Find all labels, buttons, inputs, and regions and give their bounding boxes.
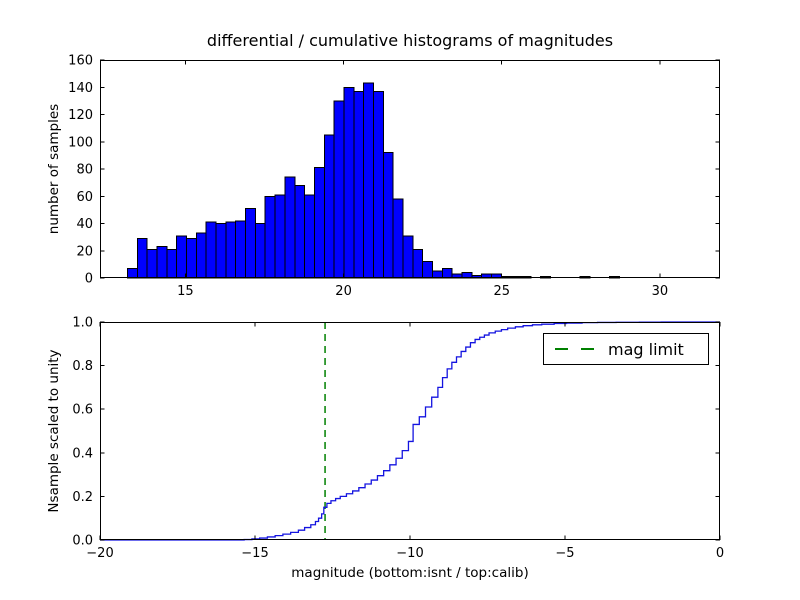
x-tick-label: 30	[652, 284, 669, 299]
histogram-bar	[284, 176, 296, 279]
x-tick-label: 25	[493, 284, 510, 299]
histogram-bar	[382, 152, 394, 279]
x-tick-label: −15	[241, 546, 268, 561]
x-tick-label: −10	[396, 546, 423, 561]
histogram-bar	[353, 90, 365, 279]
histogram-bar	[136, 237, 148, 279]
histogram-bar	[176, 235, 188, 279]
histogram-bar	[343, 86, 355, 279]
histogram-bar	[245, 208, 256, 279]
bottom-cumulative-plot: −20 −15 −10 −5 0 0.0 0.2 0.4 0.6 0.8 1.0	[72, 316, 724, 562]
histogram-bar	[235, 220, 247, 279]
y-tick-label: 140	[68, 81, 93, 96]
cumulative-step-curve	[100, 321, 720, 541]
y-tick-label: 80	[76, 163, 93, 178]
y-tick-label: 160	[68, 54, 93, 69]
histogram-bar	[225, 221, 237, 279]
histogram-bar	[304, 194, 315, 279]
legend-label: mag limit	[608, 339, 684, 359]
y-tick-label: 120	[68, 108, 93, 123]
y-tick-label: 60	[76, 190, 93, 205]
y-tick-label: 0.6	[72, 403, 93, 418]
y-tick-label: 0	[85, 272, 93, 287]
histogram-bar	[166, 248, 178, 279]
bottom-ylabel: Nsample scaled to unity	[46, 349, 62, 513]
y-tick-label: 0.8	[72, 359, 93, 374]
histogram-bar	[422, 261, 433, 279]
histogram-bar	[333, 100, 345, 279]
histogram-bar	[146, 248, 158, 279]
histogram-bar	[264, 195, 276, 279]
histogram-bar	[431, 270, 443, 279]
histogram-bar	[186, 237, 197, 279]
histogram-bar	[274, 194, 286, 279]
histogram-bar	[294, 184, 306, 279]
y-tick-label: 0.0	[72, 534, 93, 549]
histogram-bar	[363, 82, 374, 279]
legend-dashed-line-icon	[555, 348, 595, 350]
x-tick-label: 15	[177, 284, 194, 299]
x-tick-label: −5	[555, 546, 574, 561]
legend: mag limit	[543, 333, 709, 365]
histogram-bar	[127, 267, 138, 279]
x-tick-label: 20	[335, 284, 352, 299]
histogram-bar	[313, 167, 325, 279]
histogram-bar	[205, 221, 217, 279]
y-tick-label: 0.2	[72, 490, 93, 505]
y-tick-label: 40	[76, 217, 93, 232]
y-tick-label: 1.0	[72, 316, 93, 331]
x-tick-label: 0	[716, 546, 724, 561]
x-tick-label: −20	[86, 546, 113, 561]
histogram-bar	[156, 246, 168, 279]
histogram-bar	[323, 134, 335, 279]
top-ylabel: number of samples	[46, 103, 62, 235]
histogram-bar	[402, 235, 414, 279]
histogram-bar	[441, 267, 453, 279]
y-tick-label: 20	[76, 244, 93, 259]
histogram-bar	[254, 223, 266, 279]
figure-title: differential / cumulative histograms of …	[206, 31, 614, 50]
y-tick-label: 100	[68, 135, 93, 150]
histogram-bar	[195, 232, 207, 279]
top-histogram-plot: 15 20 25 30 0 20 40 60 80 100 120 140 160	[68, 54, 720, 299]
x-axis-label: magnitude (bottom:isnt / top:calib)	[291, 565, 529, 581]
histogram-bar	[372, 90, 384, 279]
y-tick-label: 0.4	[72, 446, 93, 461]
histogram-bar	[215, 223, 227, 279]
histogram-bar	[412, 248, 424, 279]
histogram-bar	[392, 198, 404, 279]
